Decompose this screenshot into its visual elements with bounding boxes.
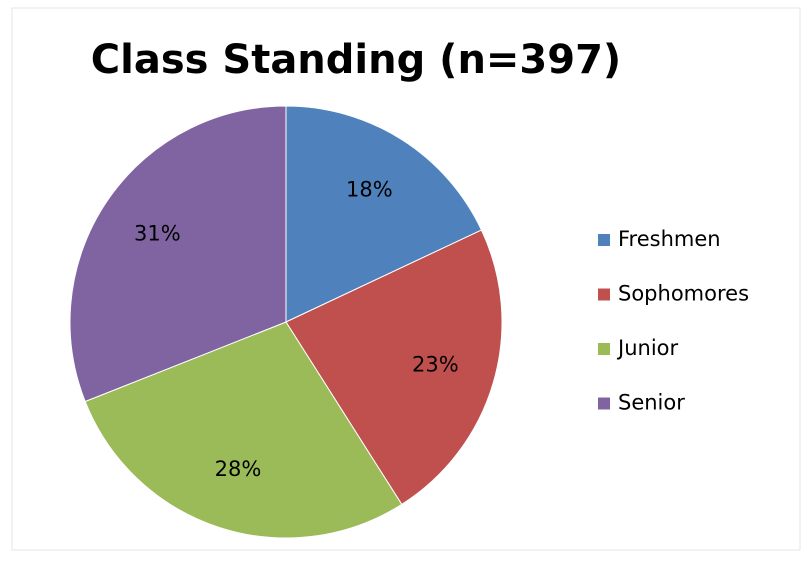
pie-slice — [84, 321, 403, 539]
legend-label: Sophomores — [618, 282, 749, 306]
data-label: 31% — [134, 222, 181, 246]
chart-title: Class Standing (n=397) — [91, 37, 621, 83]
data-label: 23% — [412, 352, 459, 376]
data-label: 18% — [346, 178, 393, 202]
data-label: 28% — [215, 457, 262, 481]
legend-swatch — [598, 234, 610, 246]
legend-swatch — [598, 288, 610, 301]
pie-slice — [285, 105, 483, 323]
pie-slice — [69, 105, 287, 403]
legend-swatch — [598, 397, 610, 410]
pie-slice — [285, 229, 503, 506]
legend-label: Senior — [618, 391, 685, 415]
legend-label: Freshmen — [618, 227, 721, 251]
legend-label: Junior — [616, 336, 678, 360]
legend-swatch — [598, 343, 610, 355]
